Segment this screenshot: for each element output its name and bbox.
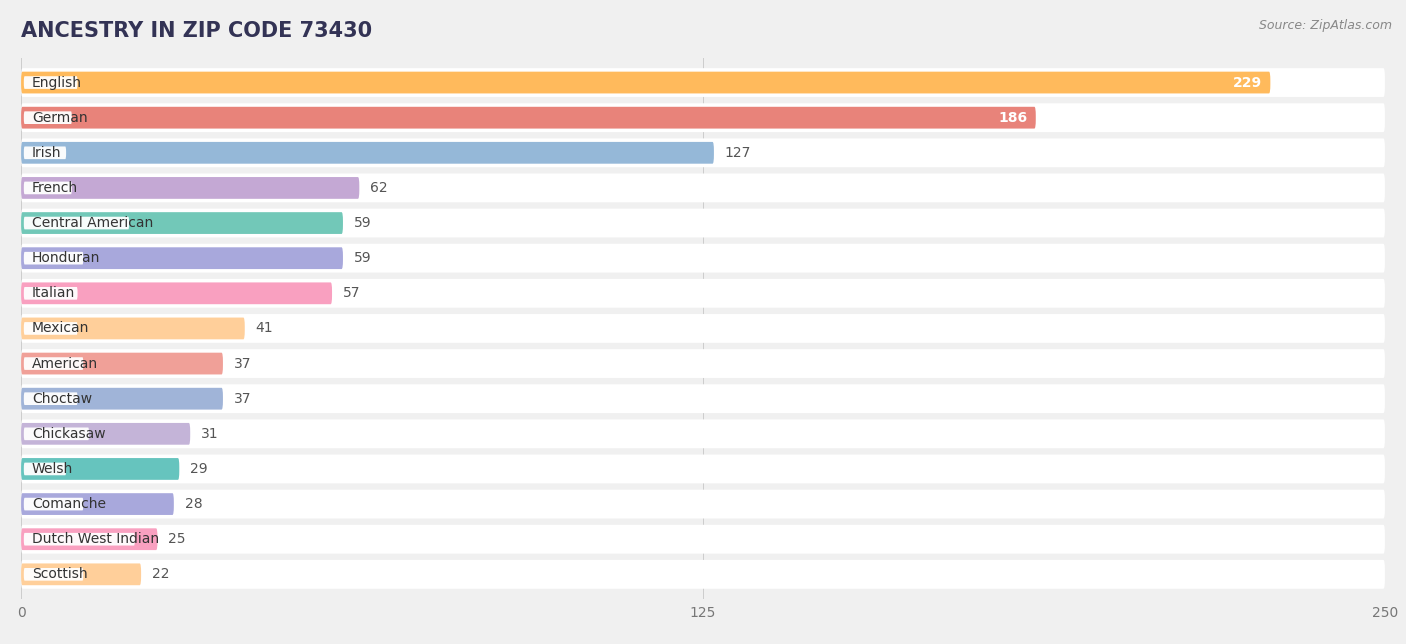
FancyBboxPatch shape xyxy=(24,182,72,194)
Text: 31: 31 xyxy=(201,427,219,441)
FancyBboxPatch shape xyxy=(24,322,77,335)
FancyBboxPatch shape xyxy=(21,384,1385,413)
Text: American: American xyxy=(32,357,98,370)
FancyBboxPatch shape xyxy=(21,560,1385,589)
FancyBboxPatch shape xyxy=(24,287,77,299)
FancyBboxPatch shape xyxy=(24,392,77,405)
Text: Scottish: Scottish xyxy=(32,567,87,582)
FancyBboxPatch shape xyxy=(21,244,1385,272)
Text: Irish: Irish xyxy=(32,146,62,160)
Text: 229: 229 xyxy=(1233,75,1263,90)
FancyBboxPatch shape xyxy=(21,489,1385,518)
Text: Choctaw: Choctaw xyxy=(32,392,93,406)
FancyBboxPatch shape xyxy=(21,212,343,234)
FancyBboxPatch shape xyxy=(21,209,1385,238)
Text: Welsh: Welsh xyxy=(32,462,73,476)
Text: 59: 59 xyxy=(354,216,371,230)
Text: Comanche: Comanche xyxy=(32,497,105,511)
Text: 127: 127 xyxy=(725,146,751,160)
Text: 25: 25 xyxy=(169,532,186,546)
FancyBboxPatch shape xyxy=(21,138,1385,167)
FancyBboxPatch shape xyxy=(21,564,141,585)
FancyBboxPatch shape xyxy=(21,317,245,339)
FancyBboxPatch shape xyxy=(21,353,224,374)
Text: 37: 37 xyxy=(233,392,252,406)
Text: Source: ZipAtlas.com: Source: ZipAtlas.com xyxy=(1258,19,1392,32)
FancyBboxPatch shape xyxy=(21,142,714,164)
FancyBboxPatch shape xyxy=(21,68,1385,97)
FancyBboxPatch shape xyxy=(24,146,66,159)
FancyBboxPatch shape xyxy=(24,357,83,370)
FancyBboxPatch shape xyxy=(21,349,1385,378)
FancyBboxPatch shape xyxy=(21,103,1385,132)
FancyBboxPatch shape xyxy=(24,462,66,475)
Text: ANCESTRY IN ZIP CODE 73430: ANCESTRY IN ZIP CODE 73430 xyxy=(21,21,373,41)
Text: Honduran: Honduran xyxy=(32,251,100,265)
FancyBboxPatch shape xyxy=(24,428,89,440)
Text: German: German xyxy=(32,111,87,125)
Text: English: English xyxy=(32,75,82,90)
FancyBboxPatch shape xyxy=(24,111,72,124)
Text: 59: 59 xyxy=(354,251,371,265)
Text: Central American: Central American xyxy=(32,216,153,230)
FancyBboxPatch shape xyxy=(24,217,129,229)
FancyBboxPatch shape xyxy=(21,493,174,515)
FancyBboxPatch shape xyxy=(21,458,180,480)
Text: 62: 62 xyxy=(370,181,388,195)
FancyBboxPatch shape xyxy=(21,419,1385,448)
FancyBboxPatch shape xyxy=(24,498,83,511)
Text: 186: 186 xyxy=(998,111,1028,125)
Text: 28: 28 xyxy=(184,497,202,511)
Text: 37: 37 xyxy=(233,357,252,370)
FancyBboxPatch shape xyxy=(21,279,1385,308)
FancyBboxPatch shape xyxy=(21,528,157,550)
FancyBboxPatch shape xyxy=(21,71,1271,93)
FancyBboxPatch shape xyxy=(21,423,190,445)
Text: Chickasaw: Chickasaw xyxy=(32,427,105,441)
FancyBboxPatch shape xyxy=(24,533,135,545)
FancyBboxPatch shape xyxy=(21,314,1385,343)
Text: Italian: Italian xyxy=(32,287,76,300)
FancyBboxPatch shape xyxy=(21,177,360,199)
Text: 57: 57 xyxy=(343,287,360,300)
Text: 41: 41 xyxy=(256,321,273,336)
FancyBboxPatch shape xyxy=(21,107,1036,129)
FancyBboxPatch shape xyxy=(21,388,224,410)
Text: 22: 22 xyxy=(152,567,170,582)
Text: Mexican: Mexican xyxy=(32,321,90,336)
FancyBboxPatch shape xyxy=(21,283,332,304)
FancyBboxPatch shape xyxy=(21,525,1385,554)
Text: Dutch West Indian: Dutch West Indian xyxy=(32,532,159,546)
FancyBboxPatch shape xyxy=(24,252,83,265)
Text: 29: 29 xyxy=(190,462,208,476)
FancyBboxPatch shape xyxy=(21,455,1385,484)
FancyBboxPatch shape xyxy=(24,76,77,89)
Text: French: French xyxy=(32,181,79,195)
FancyBboxPatch shape xyxy=(21,247,343,269)
FancyBboxPatch shape xyxy=(24,568,83,581)
FancyBboxPatch shape xyxy=(21,173,1385,202)
